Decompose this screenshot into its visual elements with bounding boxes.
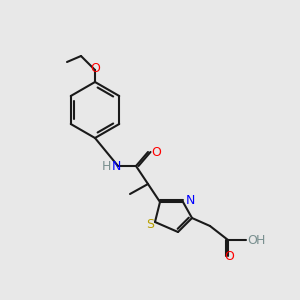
Text: S: S: [146, 218, 154, 232]
Text: O: O: [247, 233, 257, 247]
Text: N: N: [111, 160, 121, 173]
Text: O: O: [224, 250, 234, 263]
Text: N: N: [185, 194, 195, 206]
Text: O: O: [90, 62, 100, 76]
Text: H: H: [255, 233, 265, 247]
Text: H: H: [101, 160, 111, 173]
Text: O: O: [151, 146, 161, 158]
